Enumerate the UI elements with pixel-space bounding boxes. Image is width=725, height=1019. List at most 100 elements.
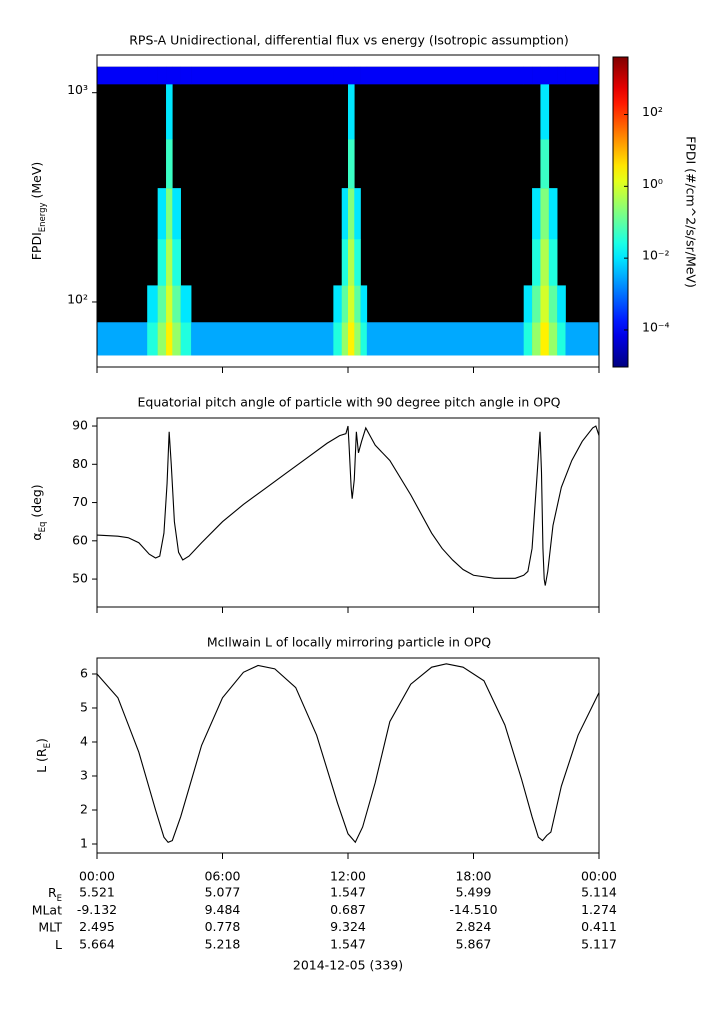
date-label: 2014-12-05 (339) [293, 958, 403, 973]
heatmap-cell [166, 84, 173, 140]
heatmap-cell [565, 66, 600, 85]
y-axis-label-main: FPDI [29, 232, 44, 260]
heatmap-cell [157, 322, 167, 356]
y-tick-label: 10³ [67, 82, 88, 97]
heatmap-cell [354, 238, 361, 286]
y-tick-label: 3 [80, 767, 88, 782]
heatmap-cell [523, 285, 533, 323]
heatmap-cell [348, 188, 355, 240]
heatmap-cell [523, 66, 533, 85]
heatmap-cell [354, 188, 361, 240]
heatmap-cell [157, 66, 167, 85]
ephemeris-value: 5.117 [581, 936, 617, 951]
heatmap-cell [548, 285, 558, 323]
data-line [96, 425, 600, 586]
heatmap-cell [540, 139, 550, 189]
y-axis-label-main: α [29, 532, 44, 540]
heatmap-cell [557, 285, 566, 323]
y-tick-label: 5 [80, 699, 88, 714]
colorbar-label: FPDI (#/cm^2/s/sr/MeV) [684, 136, 699, 288]
heatmap-cell [540, 322, 550, 356]
ephemeris-value: 5.664 [79, 936, 115, 951]
ephemeris-value: -9.132 [77, 902, 117, 917]
y-axis-label-rest: (MeV) [29, 162, 44, 203]
y-tick-label: 70 [72, 494, 88, 509]
heatmap-cell [191, 66, 334, 85]
y-tick-label: 50 [72, 571, 88, 586]
ephemeris-label: MLat [32, 902, 62, 917]
y-axis-label-sub: E [43, 743, 53, 748]
ephemeris-value: 5.077 [205, 885, 241, 900]
heatmap-cell [341, 66, 349, 85]
x-tick-label: 12:00 [330, 869, 366, 884]
ephemeris-value: 1.547 [330, 936, 366, 951]
ephemeris-value: 5.114 [581, 885, 617, 900]
heatmap-cell [360, 322, 368, 356]
ephemeris-label-main: L [55, 936, 62, 951]
y-tick-label: 90 [72, 418, 88, 433]
x-tick-label: 18:00 [455, 869, 491, 884]
heatmap-cell [360, 285, 368, 323]
heatmap-cell [348, 322, 355, 356]
colorbar-tick-label: 10² [642, 104, 663, 119]
heatmap-cell [565, 322, 600, 356]
heatmap-cell [532, 188, 541, 240]
heatmap-cell [341, 285, 349, 323]
colorbar-tick-label: 10⁰ [642, 176, 663, 191]
y-axis-label-main: L (R [34, 748, 49, 773]
y-axis-label: FPDIEnergy (MeV) [29, 162, 48, 261]
colorbar-tick-label: 10⁻² [642, 248, 670, 263]
ephemeris-value: 0.411 [581, 919, 617, 934]
ephemeris-value: 5.867 [456, 936, 492, 951]
heatmap-cell [354, 66, 361, 85]
heatmap-cell [348, 285, 355, 323]
heatmap-cell [147, 66, 158, 85]
colorbar-tick-label: 10⁻⁴ [642, 319, 670, 334]
heatmap-cell [540, 84, 550, 140]
y-axis-label-sub: Eq [38, 522, 48, 533]
ephemeris-value: 2.495 [79, 919, 115, 934]
ephemeris-value: 0.778 [205, 919, 241, 934]
heatmap-cell [557, 322, 566, 356]
ephemeris-label: L [55, 936, 62, 951]
heatmap-cell [166, 238, 173, 286]
heatmap-cell [333, 322, 343, 356]
colorbar-frame [612, 56, 629, 368]
y-axis-label: L (RE) [34, 738, 53, 773]
heatmap-cell [523, 322, 533, 356]
heatmap-cell [341, 322, 349, 356]
heatmap-cell [166, 322, 173, 356]
ephemeris-value: 9.324 [330, 919, 366, 934]
heatmap-cell [354, 322, 361, 356]
heatmap-cell [333, 66, 343, 85]
heatmap-cell [180, 66, 192, 85]
heatmap-cell [341, 188, 349, 240]
heatmap-cell [540, 66, 550, 85]
heatmap-cell [532, 66, 541, 85]
heatmap-cell [540, 188, 550, 240]
y-tick-label: 2 [80, 801, 88, 816]
heatmap-cell [348, 238, 355, 286]
heatmap-cell [532, 285, 541, 323]
ephemeris-label: MLT [38, 919, 62, 934]
heatmap-cell [548, 188, 558, 240]
heatmap-cell [166, 285, 173, 323]
ephemeris-value: -14.510 [449, 902, 497, 917]
heatmap-cell [97, 322, 148, 356]
y-axis-label-rest: (deg) [29, 484, 44, 521]
heatmap-cell [548, 322, 558, 356]
colorbar [613, 57, 628, 367]
ephemeris-label-main: R [48, 885, 57, 900]
heatmap-cell [172, 188, 181, 240]
y-tick-label: 80 [72, 456, 88, 471]
y-axis-label-rest: ) [34, 738, 49, 743]
heatmap-cell [172, 66, 181, 85]
heatmap-cell [172, 238, 181, 286]
heatmap-cell [172, 322, 181, 356]
heatmap-cell [172, 285, 181, 323]
y-axis-label: αEq (deg) [29, 484, 48, 540]
heatmap-cell [180, 322, 192, 356]
panel-title: RPS-A Unidirectional, differential flux … [129, 33, 569, 48]
heatmap-cell [540, 285, 550, 323]
